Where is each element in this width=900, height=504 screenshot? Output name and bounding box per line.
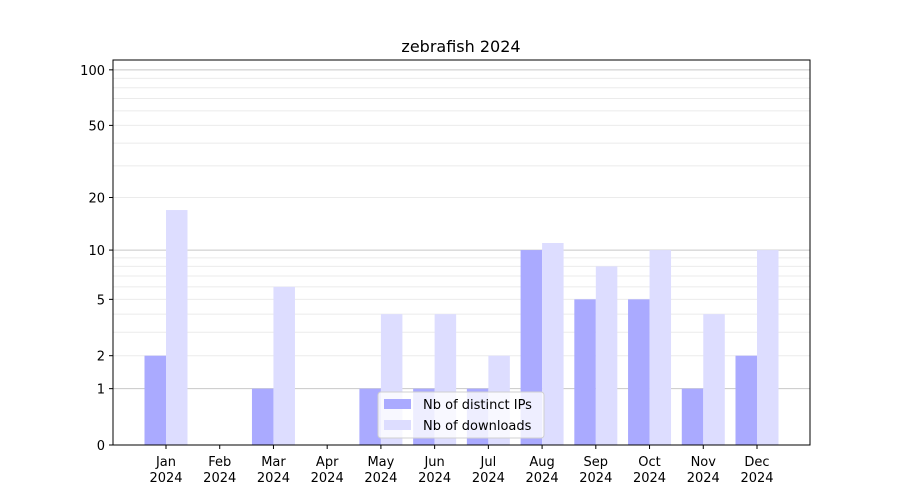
legend: Nb of distinct IPs Nb of downloads [377,391,545,439]
legend-label: Nb of downloads [423,419,532,434]
x-tick-label: Oct 2024 [633,455,666,486]
x-tick-label: Jun 2024 [418,455,451,486]
x-tick-label: Feb 2024 [203,455,236,486]
bar-downloads [273,286,295,445]
bar-downloads [757,250,779,445]
x-tick-label: May 2024 [364,455,397,486]
y-tick-label: 10 [88,244,105,259]
y-tick-label: 2 [97,350,105,365]
bar-distinct-ips [628,299,650,445]
legend-label: Nb of distinct IPs [423,398,532,413]
bar-distinct-ips [251,388,274,445]
legend-swatch [384,399,411,409]
bar-downloads [649,250,672,445]
y-tick-label: 1 [97,383,105,398]
bar-downloads [703,314,725,445]
bar-downloads [542,243,564,445]
bar-downloads [595,266,618,445]
x-tick-label: Jul 2024 [472,455,505,486]
legend-swatch [384,420,411,430]
x-axis: Jan 2024 Feb 2024 Mar 2024 Apr 2024 May 2024 Jun 20… [149,445,774,486]
grid-lines [113,69,810,390]
x-tick-label: Sep 2024 [579,455,612,486]
bar-downloads [166,210,188,445]
x-tick-label: Mar 2024 [257,455,290,486]
y-tick-label: 0 [97,439,105,454]
y-tick-label: 50 [88,119,105,134]
bar-distinct-ips [574,299,596,445]
x-tick-label: Aug 2024 [526,455,559,486]
y-tick-label: 5 [97,293,105,308]
bar-distinct-ips [681,388,704,445]
x-tick-label: Apr 2024 [311,455,344,486]
bar-distinct-ips [144,355,166,445]
plot-frame [112,59,811,446]
legend-box [377,391,545,439]
bar-distinct-ips [359,388,381,445]
x-tick-label: Jan 2024 [149,455,182,486]
y-tick-label: 20 [88,192,105,207]
x-tick-label: Nov 2024 [687,455,720,486]
y-tick-label: 100 [80,64,105,79]
bar-distinct-ips [735,355,757,445]
y-axis: 0 1 2 5 10 20 50 100 [80,64,113,454]
x-tick-label: Dec 2024 [740,455,773,486]
chart-title: zebrafish 2024 [401,37,520,56]
